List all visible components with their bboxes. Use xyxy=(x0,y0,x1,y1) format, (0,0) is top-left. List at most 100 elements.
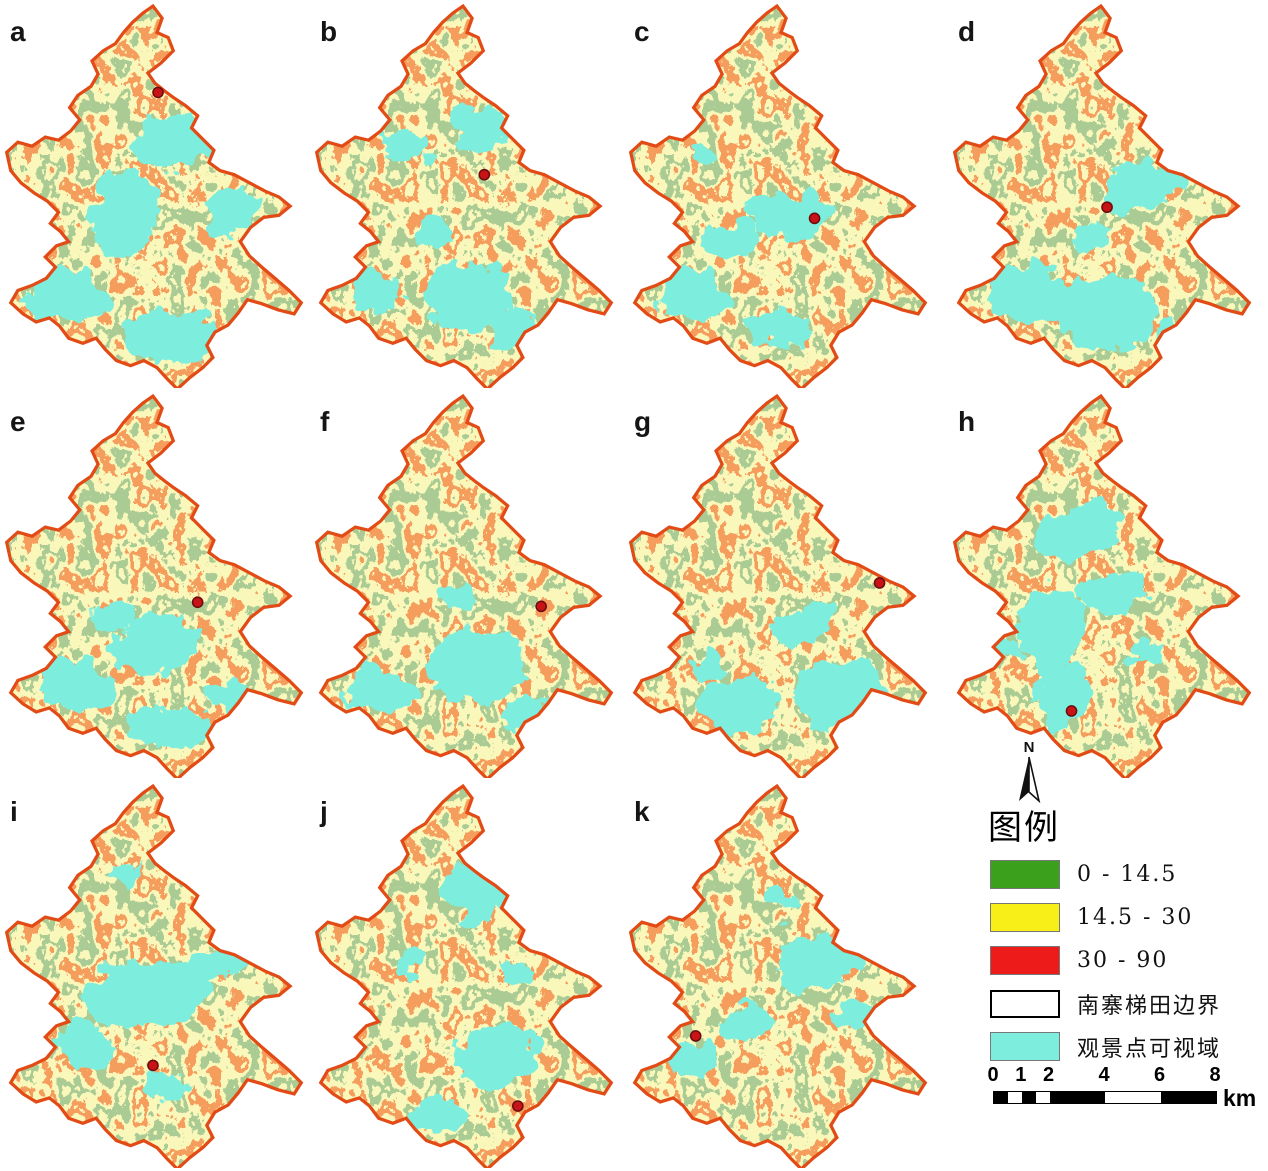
north-arrow-right-half xyxy=(1028,756,1041,804)
viewpoint-dot xyxy=(689,1030,702,1042)
visible-area-blob xyxy=(349,272,403,313)
viewshed-map xyxy=(953,4,1251,388)
visible-area-blob xyxy=(110,612,204,676)
visible-area-blob xyxy=(689,654,727,679)
map-raster-group xyxy=(630,786,926,1168)
visible-area-layer xyxy=(49,865,245,1098)
visible-area-blob xyxy=(1098,159,1185,214)
visible-area-blob xyxy=(691,145,721,164)
panel-label: c xyxy=(634,16,650,47)
scalebar xyxy=(993,1091,1217,1104)
map-raster-group xyxy=(316,6,612,388)
visible-area-blob xyxy=(1017,585,1083,671)
panel-label: k xyxy=(634,796,650,827)
map-raster-group xyxy=(630,396,926,778)
visible-area-blob xyxy=(769,608,834,648)
legend-label: 14.5 - 30 xyxy=(1077,905,1194,930)
legend-label: 观景点可视域 xyxy=(1077,1036,1222,1062)
viewshed-map xyxy=(5,394,303,778)
visible-area-blob xyxy=(746,310,812,348)
visible-area-layer xyxy=(659,145,832,348)
viewpoint-dot xyxy=(511,1100,524,1112)
visible-area-blob xyxy=(389,954,423,975)
visible-area-blob xyxy=(1029,503,1120,566)
visible-area-blob xyxy=(1054,276,1156,350)
map-panel: h xyxy=(950,392,1256,778)
scalebar-tick: 2 xyxy=(1042,1064,1055,1086)
visible-area-blob xyxy=(92,605,133,630)
slope-raster-texture xyxy=(316,786,612,1168)
visible-area-blob xyxy=(37,658,115,711)
viewshed-map xyxy=(315,784,613,1168)
scalebar-segment xyxy=(994,1092,1008,1103)
map-raster-group xyxy=(6,786,302,1168)
map-panel: b xyxy=(312,2,618,388)
viewpoint-dot xyxy=(873,577,886,589)
viewshed-map xyxy=(315,4,613,388)
visible-area-blob xyxy=(144,1071,190,1098)
panel-label: j xyxy=(320,796,328,827)
viewshed-map xyxy=(629,394,927,778)
panel-label: f xyxy=(320,406,330,437)
legend-swatch xyxy=(990,903,1060,932)
map-raster-group xyxy=(316,786,612,1168)
viewshed-map xyxy=(315,394,613,778)
scalebar-tick: 4 xyxy=(1098,1064,1110,1086)
viewpoint-dot xyxy=(808,212,821,225)
visible-area-blob xyxy=(201,188,261,232)
visible-area-blob xyxy=(416,221,453,246)
map-panel: e xyxy=(2,392,308,778)
map-panel: d xyxy=(950,2,1256,388)
panel-label: e xyxy=(10,406,26,437)
visible-area-blob xyxy=(108,865,141,886)
legend-label: 30 - 90 xyxy=(1077,948,1169,973)
map-panel: a xyxy=(2,2,308,388)
map-panel: g xyxy=(626,392,932,778)
visible-area-blob xyxy=(49,1023,115,1065)
viewpoint-dot xyxy=(147,1059,159,1072)
map-raster-group xyxy=(954,396,1250,778)
visible-area-blob xyxy=(91,172,158,258)
viewshed-map xyxy=(629,4,927,388)
legend-title: 图例 xyxy=(988,808,1060,848)
map-panel: k xyxy=(626,782,932,1168)
panel-label: g xyxy=(634,406,652,437)
visible-area-blob xyxy=(128,706,214,748)
visible-area-blob xyxy=(504,964,538,986)
panel-label: h xyxy=(958,406,976,437)
panel-label: i xyxy=(10,796,18,827)
visible-area-blob xyxy=(852,720,905,751)
viewpoint-dot xyxy=(478,168,491,181)
map-panel: c xyxy=(626,2,932,388)
visible-area-blob xyxy=(701,225,755,259)
scalebar-segment xyxy=(1160,1092,1216,1103)
visible-area-blob xyxy=(719,1007,774,1041)
visible-area-blob xyxy=(1036,661,1092,729)
viewpoint-dot xyxy=(1101,201,1113,214)
scalebar-tick: 1 xyxy=(1015,1064,1027,1086)
visible-area-blob xyxy=(985,264,1071,326)
north-arrow-left-half xyxy=(1019,757,1029,801)
viewshed-map xyxy=(629,784,927,1168)
scalebar-segment xyxy=(1049,1092,1105,1103)
legend-swatch xyxy=(990,860,1060,889)
scalebar-tick: 0 xyxy=(987,1064,999,1086)
visible-area-blob xyxy=(1066,224,1112,252)
viewshed-map xyxy=(5,784,303,1168)
slope-raster-texture xyxy=(316,396,612,778)
scalebar-tick: 8 xyxy=(1209,1064,1221,1086)
visible-area-layer xyxy=(37,605,245,748)
viewshed-map xyxy=(5,4,303,388)
visible-area-blob xyxy=(455,1023,540,1086)
visible-area-blob xyxy=(697,676,784,734)
panel-label: a xyxy=(10,16,26,47)
visible-area-blob xyxy=(124,310,227,364)
visible-area-blob xyxy=(347,667,413,715)
map-panel: i xyxy=(2,782,308,1168)
visible-area-blob xyxy=(426,627,528,702)
map-raster-group xyxy=(630,6,926,388)
legend-swatch xyxy=(990,1032,1060,1061)
legend-swatch xyxy=(990,989,1060,1018)
north-arrow: N xyxy=(1019,739,1041,804)
